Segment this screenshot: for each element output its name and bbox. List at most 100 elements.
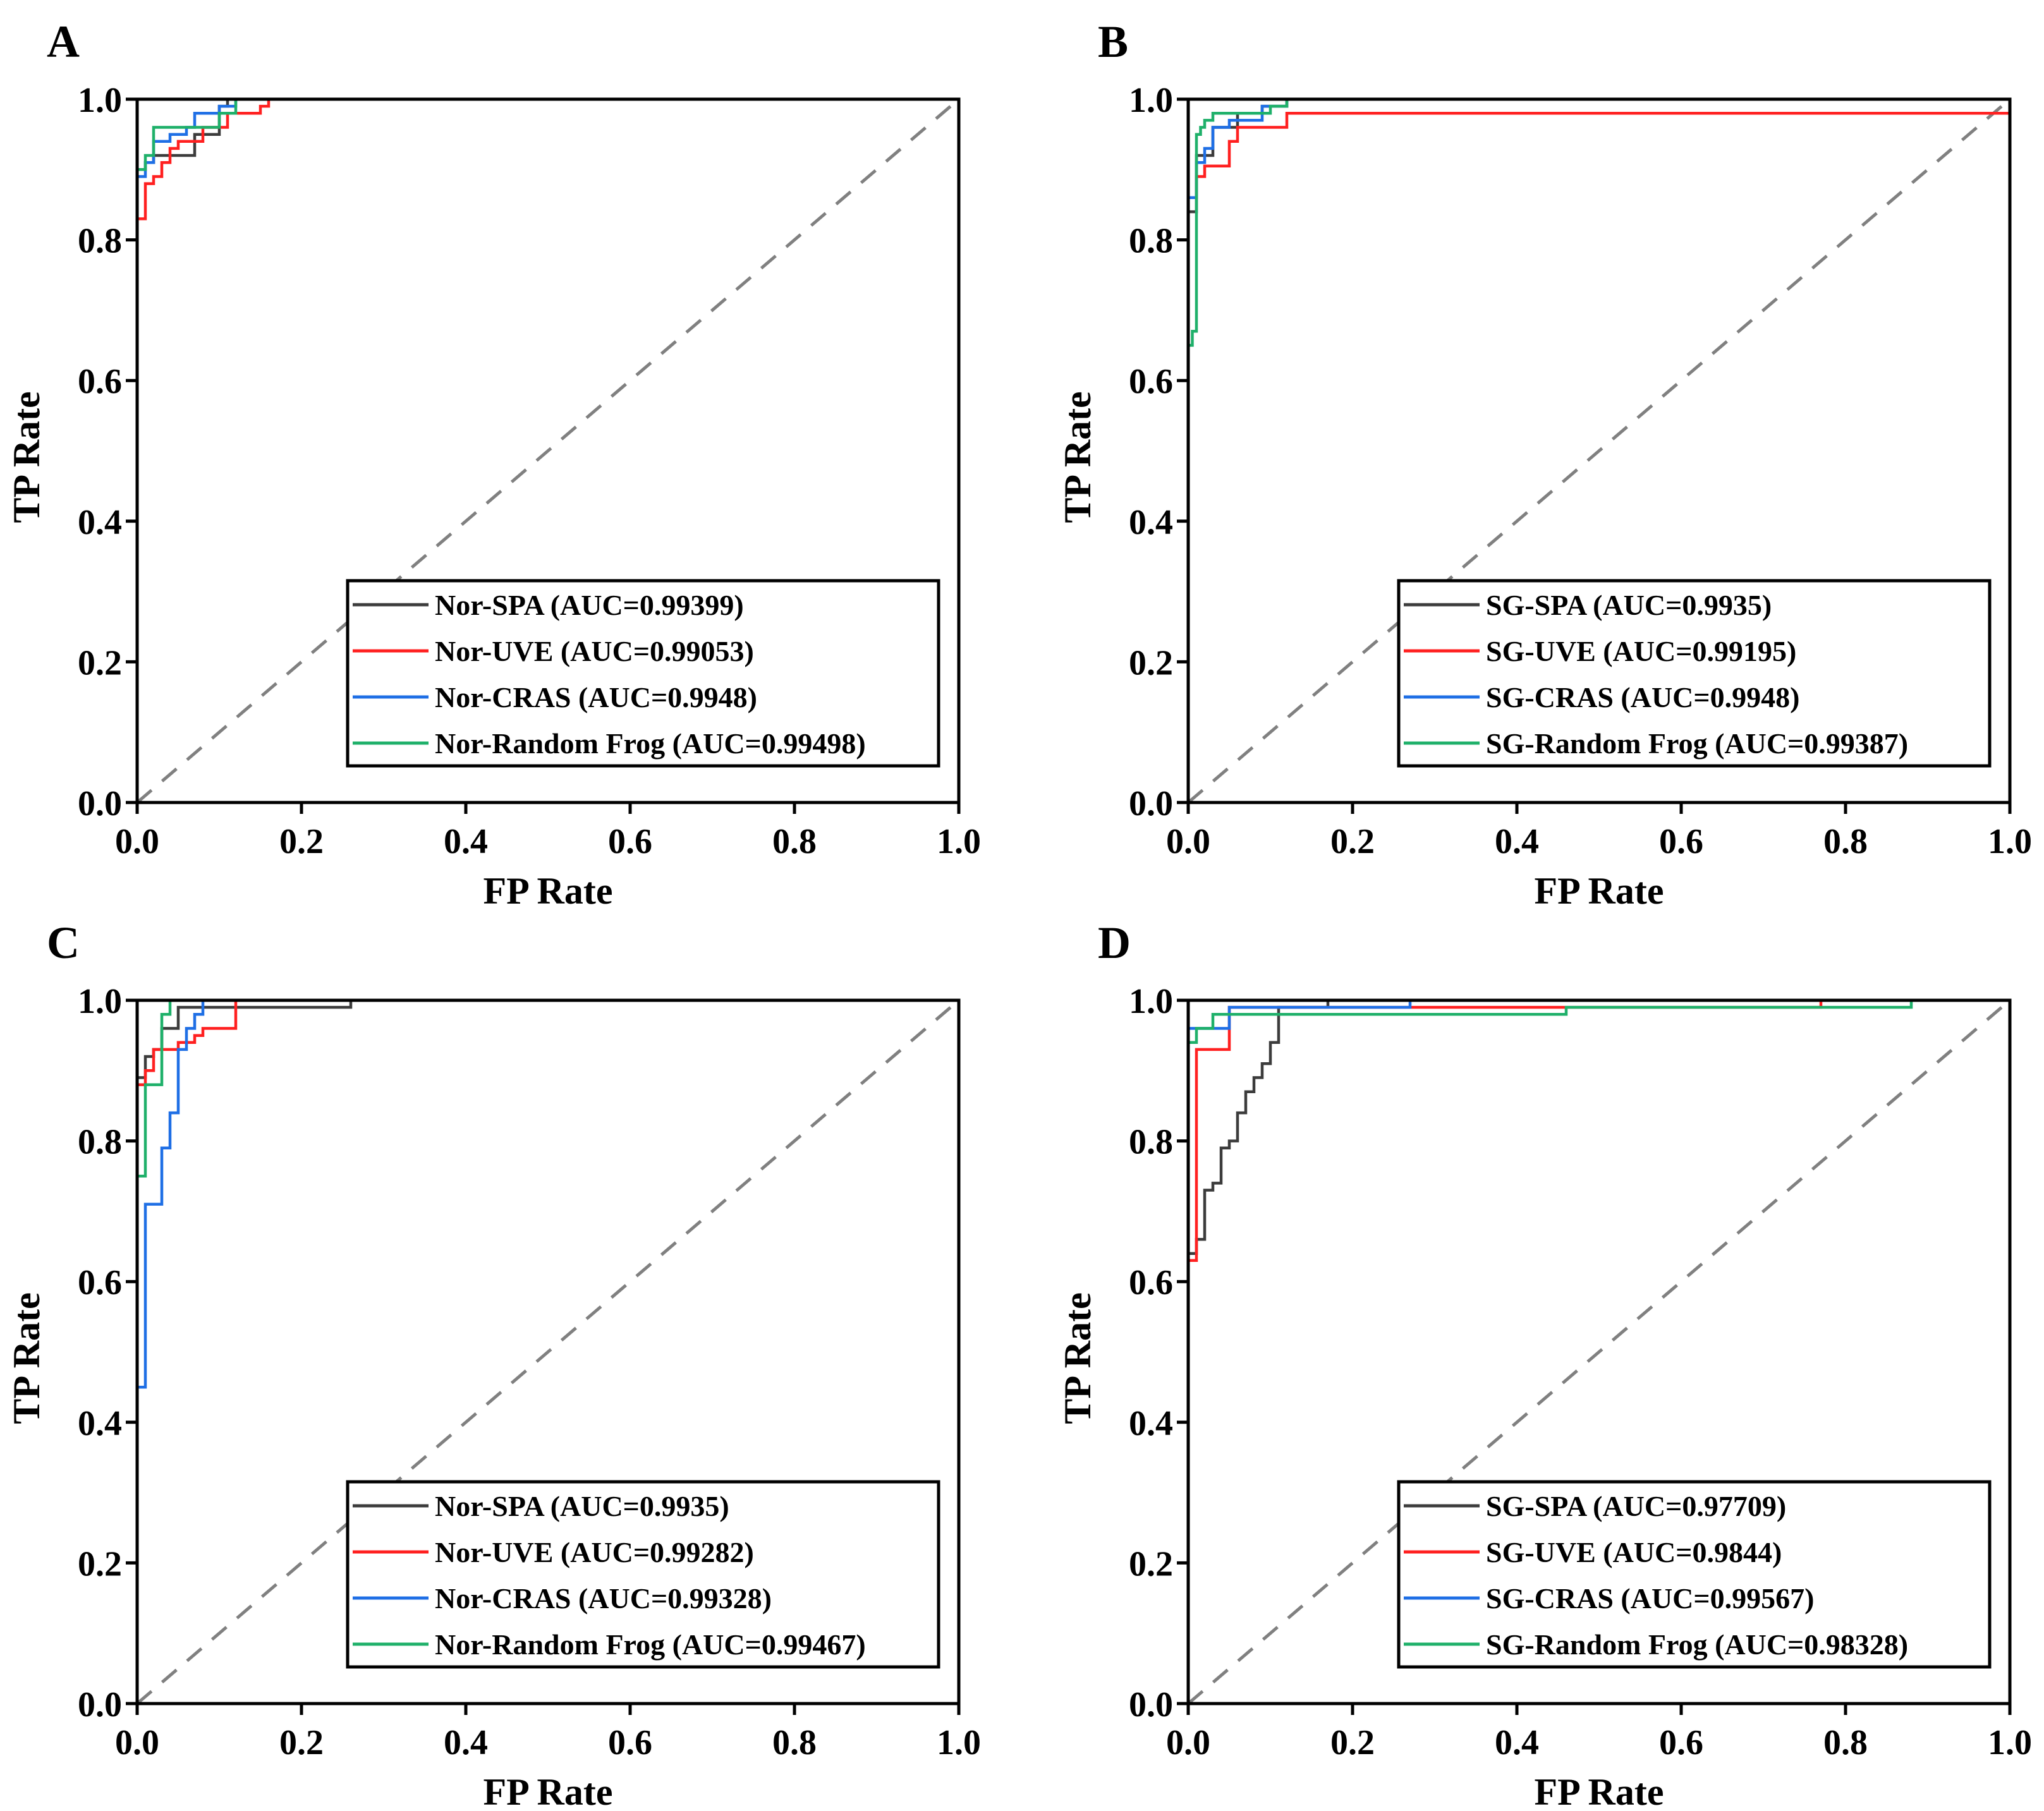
- legend-label: Nor-CRAS (AUC=0.9948): [435, 681, 757, 713]
- roc-curve-4: [1186, 97, 2010, 803]
- y-tick-label: 0.0: [78, 784, 122, 823]
- legend-box: [1397, 1480, 1992, 1669]
- x-tick-label: 0.6: [608, 1723, 652, 1762]
- y-tick-label: 0.2: [1129, 1544, 1173, 1584]
- legend-box: [346, 1480, 940, 1669]
- legend-label: SG-CRAS (AUC=0.9948): [1486, 681, 1799, 713]
- x-tick-label: 0.2: [279, 822, 324, 861]
- plot-frame: [135, 998, 961, 1705]
- y-tick-label: 0.0: [1129, 784, 1173, 823]
- y-tick-label: 1.0: [78, 81, 122, 120]
- legend: SG-SPA (AUC=0.97709) SG-UVE (AUC=0.9844) S…: [1397, 1480, 1992, 1669]
- x-tick-label: 0.8: [1823, 1723, 1868, 1762]
- panel-d: D 0.0 0.2 0.4 0.6 0.8 1.0 0.0 0.2 0.4 0.6 0.8 1.0 FP …: [1057, 918, 2032, 1811]
- diagonal-reference-line: [136, 98, 960, 804]
- legend-label: Nor-UVE (AUC=0.99053): [435, 635, 754, 667]
- x-tick-label: 0.0: [115, 822, 159, 861]
- y-tick-label: 1.0: [1129, 982, 1173, 1021]
- legend-label: SG-CRAS (AUC=0.99567): [1486, 1582, 1814, 1614]
- legend: Nor-SPA (AUC=0.9935) Nor-UVE (AUC=0.99282…: [346, 1480, 940, 1669]
- y-axis-title: TP Rate: [1057, 1292, 1098, 1424]
- plot-frame: [1186, 998, 2012, 1705]
- x-tick-label: 0.2: [1330, 1723, 1375, 1762]
- x-tick-label: 1.0: [1988, 822, 2032, 861]
- x-tick-label: 0.0: [1166, 1723, 1210, 1762]
- legend-label: SG-Random Frog (AUC=0.98328): [1486, 1628, 1908, 1661]
- roc-curve-3: [135, 998, 959, 1704]
- x-tick-label: 0.0: [115, 1723, 159, 1762]
- legend-label: Nor-Random Frog (AUC=0.99467): [435, 1628, 866, 1661]
- x-axis-title: FP Rate: [484, 870, 613, 912]
- y-tick-label: 0.2: [1129, 643, 1173, 682]
- y-tick-label: 0.8: [78, 1123, 122, 1162]
- y-tick-label: 0.6: [1129, 362, 1173, 401]
- y-tick-label: 0.6: [78, 1263, 122, 1302]
- legend-box: [346, 579, 940, 768]
- legend-box: [1397, 579, 1992, 768]
- x-axis-title: FP Rate: [1535, 870, 1664, 912]
- roc-curve-4: [135, 998, 959, 1704]
- y-tick-label: 0.2: [78, 643, 122, 682]
- y-tick-label: 0.8: [78, 222, 122, 261]
- roc-curve-2: [135, 998, 959, 1704]
- x-tick-label: 0.4: [1495, 1723, 1539, 1762]
- panel-letter: C: [47, 918, 80, 968]
- panel-a: A 0.0 0.2 0.4 0.6 0.8 1.0 0.0 0.2 0.4 0.6 0.8 1.0 FP …: [6, 16, 981, 912]
- x-axis-title: FP Rate: [484, 1771, 613, 1811]
- legend-label: SG-SPA (AUC=0.97709): [1486, 1490, 1786, 1522]
- legend-label: SG-SPA (AUC=0.9935): [1486, 589, 1772, 621]
- roc-curve-4: [135, 97, 959, 803]
- y-axis-title: TP Rate: [6, 391, 47, 523]
- y-axis-title: TP Rate: [6, 1292, 47, 1424]
- x-axis-title: FP Rate: [1535, 1771, 1664, 1811]
- panel-letter: B: [1098, 16, 1128, 67]
- roc-curve-2: [1186, 998, 2010, 1704]
- x-tick-label: 0.8: [772, 1723, 817, 1762]
- y-tick-label: 0.6: [78, 362, 122, 401]
- diagonal-reference-line: [1187, 999, 2011, 1705]
- y-tick-label: 0.8: [1129, 1123, 1173, 1162]
- legend-label: Nor-SPA (AUC=0.99399): [435, 589, 744, 621]
- x-tick-label: 1.0: [1988, 1723, 2032, 1762]
- x-tick-label: 0.8: [1823, 822, 1868, 861]
- x-tick-label: 0.2: [1330, 822, 1375, 861]
- x-tick-label: 0.8: [772, 822, 817, 861]
- y-tick-label: 0.4: [1129, 503, 1173, 542]
- x-tick-label: 0.6: [1659, 1723, 1703, 1762]
- panel-b: B 0.0 0.2 0.4 0.6 0.8 1.0 0.0 0.2 0.4 0.6 0.8 1.0 FP …: [1057, 16, 2032, 912]
- roc-curve-1: [1186, 998, 2010, 1704]
- roc-curve-2: [135, 97, 959, 803]
- x-tick-label: 0.2: [279, 1723, 324, 1762]
- y-tick-label: 0.2: [78, 1544, 122, 1584]
- y-tick-label: 0.8: [1129, 222, 1173, 261]
- legend-label: SG-UVE (AUC=0.99195): [1486, 635, 1796, 667]
- x-tick-label: 1.0: [937, 822, 981, 861]
- x-tick-label: 0.4: [444, 1723, 488, 1762]
- diagonal-reference-line: [1187, 98, 2011, 804]
- panel-c: C 0.0 0.2 0.4 0.6 0.8 1.0 0.0 0.2 0.4 0.6 0.8 1.0 FP …: [6, 918, 981, 1811]
- y-tick-label: 1.0: [1129, 81, 1173, 120]
- legend-label: Nor-UVE (AUC=0.99282): [435, 1536, 754, 1568]
- y-tick-label: 0.4: [1129, 1404, 1173, 1443]
- legend-label: Nor-CRAS (AUC=0.99328): [435, 1582, 772, 1614]
- x-tick-label: 0.4: [1495, 822, 1539, 861]
- y-tick-label: 0.0: [1129, 1685, 1173, 1724]
- x-tick-label: 0.6: [608, 822, 652, 861]
- panel-letter: A: [47, 16, 80, 67]
- y-axis-title: TP Rate: [1057, 391, 1098, 523]
- legend-label: Nor-Random Frog (AUC=0.99498): [435, 727, 866, 760]
- roc-curve-4: [1186, 998, 2010, 1704]
- y-tick-label: 0.4: [78, 1404, 122, 1443]
- panel-letter: D: [1098, 918, 1131, 968]
- diagonal-reference-line: [136, 999, 960, 1705]
- plot-frame: [135, 97, 961, 804]
- x-tick-label: 0.0: [1166, 822, 1210, 861]
- legend: SG-SPA (AUC=0.9935) SG-UVE (AUC=0.99195) S…: [1397, 579, 1992, 768]
- x-tick-label: 0.4: [444, 822, 488, 861]
- y-tick-label: 0.6: [1129, 1263, 1173, 1302]
- y-tick-label: 1.0: [78, 982, 122, 1021]
- legend: Nor-SPA (AUC=0.99399) Nor-UVE (AUC=0.9905…: [346, 579, 940, 768]
- y-tick-label: 0.4: [78, 503, 122, 542]
- x-tick-label: 0.6: [1659, 822, 1703, 861]
